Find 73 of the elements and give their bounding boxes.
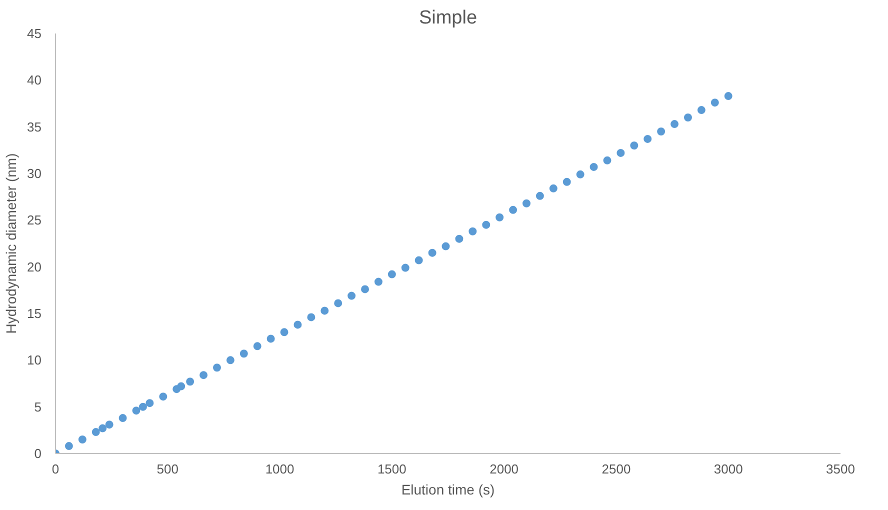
point <box>92 428 100 436</box>
point <box>294 320 302 329</box>
point <box>132 406 140 415</box>
point <box>496 213 504 222</box>
point <box>334 299 342 308</box>
x-tick-label: 500 <box>156 462 178 476</box>
point <box>590 162 598 171</box>
y-tick-label: 5 <box>34 399 42 414</box>
point <box>509 206 518 214</box>
point <box>253 342 262 350</box>
point <box>670 120 679 128</box>
point <box>684 114 692 122</box>
point <box>118 414 127 422</box>
point <box>697 106 706 114</box>
point <box>320 306 329 315</box>
x-tick-label: 2500 <box>602 462 631 476</box>
y-tick-label: 15 <box>27 306 42 321</box>
y-tick-label: 35 <box>27 119 42 134</box>
point <box>442 242 450 250</box>
point <box>630 142 638 150</box>
point <box>146 399 154 408</box>
point <box>536 192 544 200</box>
chart-title: Simple <box>418 8 478 28</box>
point <box>644 134 652 143</box>
y-tick-label: 40 <box>27 72 42 88</box>
point <box>212 364 221 372</box>
x-tick-label: 3500 <box>826 462 855 476</box>
x-tick-label: 1000 <box>265 462 294 476</box>
point <box>616 148 625 157</box>
point <box>522 199 530 208</box>
point <box>307 313 316 322</box>
point <box>482 220 490 229</box>
x-tick-label: 1500 <box>377 462 406 476</box>
y-tick-label: 25 <box>27 212 42 228</box>
point <box>724 92 732 100</box>
y-axis-title: Hydrodynamic diameter (nm) <box>3 153 20 334</box>
y-tick-label: 30 <box>27 166 42 181</box>
y-tick-label: 10 <box>27 352 42 368</box>
point <box>657 128 666 136</box>
y-tick-label: 45 <box>27 26 42 41</box>
point <box>361 285 370 294</box>
y-tick-label: 0 <box>34 446 42 461</box>
point <box>549 184 558 192</box>
point <box>562 178 571 186</box>
x-tick-label: 2000 <box>490 462 519 476</box>
point <box>468 227 477 236</box>
x-tick-label: 0 <box>52 462 60 476</box>
point <box>603 156 612 164</box>
point <box>186 378 194 386</box>
point <box>226 356 234 364</box>
point <box>710 98 719 107</box>
point <box>374 278 382 286</box>
point <box>64 442 73 450</box>
point <box>200 371 208 380</box>
point <box>138 402 147 411</box>
point <box>177 382 186 390</box>
point <box>280 328 288 336</box>
point <box>576 170 584 178</box>
x-axis-title: Elution time (s) <box>401 482 495 498</box>
point <box>428 248 436 257</box>
point <box>348 292 356 300</box>
point <box>388 270 396 278</box>
x-tick-label: 3000 <box>714 462 743 476</box>
point <box>455 234 464 243</box>
point <box>266 334 275 343</box>
point <box>159 392 168 401</box>
point <box>240 350 248 358</box>
point <box>98 424 107 432</box>
point <box>78 436 86 444</box>
y-tick-label: 20 <box>27 259 42 274</box>
point <box>401 264 410 272</box>
point <box>105 420 114 429</box>
point <box>414 256 423 264</box>
